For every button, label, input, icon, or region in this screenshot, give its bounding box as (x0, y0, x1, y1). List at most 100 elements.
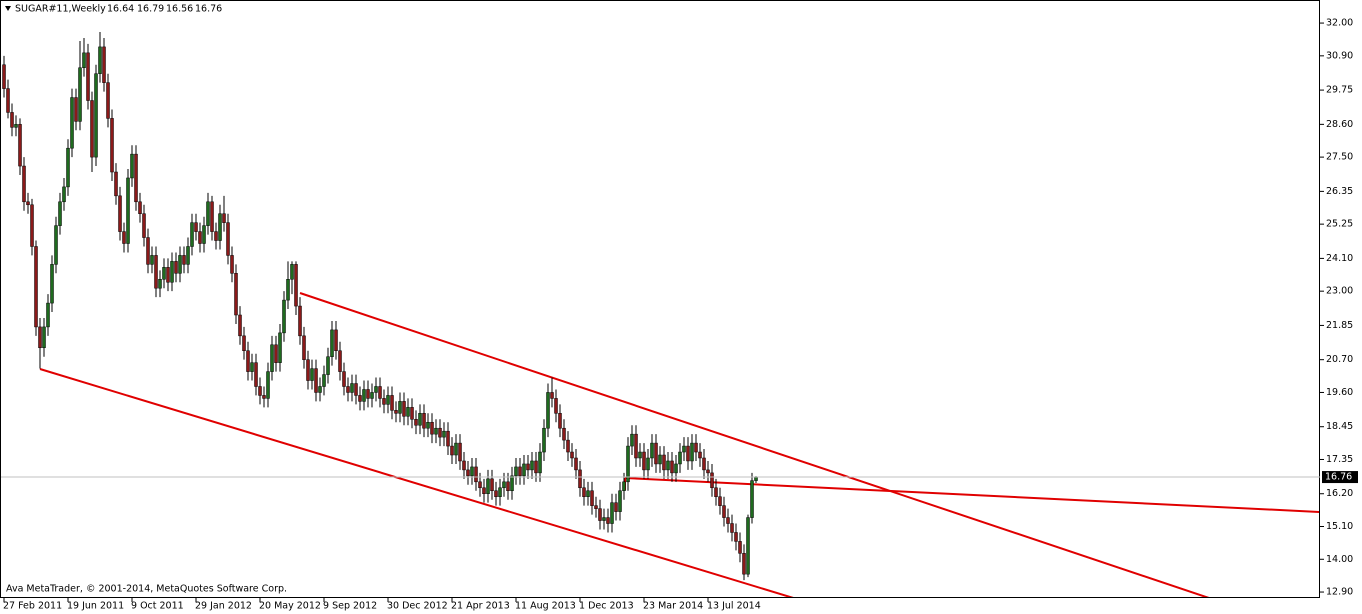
candle-body (86, 52, 90, 101)
trendline (624, 477, 1319, 513)
last-high: 16.79 (137, 4, 164, 15)
candle-body (470, 466, 474, 477)
candle-body (730, 523, 734, 533)
candle-body (642, 451, 646, 471)
y-tick-label: 14.00 (1326, 554, 1353, 565)
candle-body (206, 201, 210, 226)
candle-body (94, 73, 98, 158)
candle-body (178, 255, 182, 274)
x-tick-label: 21 Apr 2013 (451, 601, 510, 612)
x-tick-label: 29 Jan 2012 (195, 601, 252, 612)
candle-body (522, 463, 526, 477)
y-tick-label: 32.00 (1326, 18, 1353, 29)
candle-body (606, 517, 610, 524)
candle-body (542, 427, 546, 453)
candle-body (54, 225, 58, 265)
candle-body (374, 386, 378, 393)
candle-body (210, 201, 214, 232)
candle-body (266, 371, 270, 399)
candle-body (294, 264, 298, 307)
y-tick-label: 20.70 (1326, 354, 1353, 365)
candle-body (426, 421, 430, 429)
candle-body (386, 395, 390, 405)
candle-body (510, 475, 514, 492)
candle-body (118, 195, 122, 232)
candle-body (650, 442, 654, 459)
candle-body (722, 505, 726, 518)
x-tick-label: 27 Feb 2011 (3, 601, 62, 612)
x-tick-label: 20 May 2012 (259, 601, 321, 612)
candle-body (370, 392, 374, 399)
candle-body (218, 213, 222, 241)
candle-body (654, 442, 658, 465)
candle-body (58, 201, 62, 226)
candle-body (250, 362, 254, 372)
candle-body (214, 231, 218, 241)
menu-arrow[interactable] (5, 6, 11, 11)
trendline (39, 368, 794, 597)
candle-body (146, 237, 150, 265)
y-tick-label: 25.25 (1326, 219, 1353, 230)
candle-body (290, 264, 294, 280)
candle-body (618, 490, 622, 512)
candle-body (166, 267, 170, 283)
candle-body (746, 517, 750, 575)
candle-body (10, 112, 14, 128)
candle-body (466, 469, 470, 477)
candle-body (198, 231, 202, 244)
candle-body (130, 153, 134, 179)
y-tick-label: 24.10 (1326, 253, 1353, 264)
candle-body (502, 481, 506, 489)
candle-body (342, 371, 346, 387)
candle-body (34, 246, 38, 328)
candle-body (450, 445, 454, 456)
candle-body (338, 350, 342, 372)
candle-body (258, 386, 262, 396)
candle-body (666, 460, 670, 471)
candle-body (562, 427, 566, 441)
candle-body (634, 433, 638, 459)
candle-body (690, 442, 694, 462)
candle-body (462, 460, 466, 471)
candle-body (254, 362, 258, 387)
candle-body (710, 472, 714, 489)
candle-body (190, 222, 194, 247)
candle-body (682, 445, 686, 453)
candle-body (458, 442, 462, 462)
candle-body (670, 460, 674, 474)
candle-body (414, 419, 418, 426)
candle-body (182, 255, 186, 265)
chart-title: SUGAR#11,Weekly (15, 4, 106, 15)
candle-body (574, 457, 578, 471)
y-tick-label: 16.20 (1326, 488, 1353, 499)
candle-body (622, 481, 626, 492)
candle-body (314, 368, 318, 393)
candle-body (498, 487, 502, 497)
candle-body (66, 147, 70, 188)
candle-body (142, 213, 146, 238)
trendlines (39, 292, 1319, 597)
candle-body (274, 344, 278, 363)
candle-body (110, 118, 114, 173)
candle-body (538, 451, 542, 474)
candle-body (398, 401, 402, 414)
candle-body (22, 165, 26, 203)
y-tick-label: 29.75 (1326, 85, 1353, 96)
candle-body (334, 329, 338, 351)
candle-body (550, 392, 554, 399)
x-tick-label: 30 Dec 2012 (387, 601, 448, 612)
candle-body (438, 427, 442, 438)
candle-body (158, 279, 162, 289)
candle-body (350, 383, 354, 393)
candle-body (646, 457, 650, 471)
candle-body (242, 335, 246, 351)
candle-body (734, 532, 738, 542)
candle-body (590, 490, 594, 506)
y-tick-label: 12.90 (1326, 587, 1353, 598)
candles (2, 32, 758, 581)
candle-body (38, 326, 42, 349)
candle-body (126, 177, 130, 244)
candle-body (402, 401, 406, 417)
